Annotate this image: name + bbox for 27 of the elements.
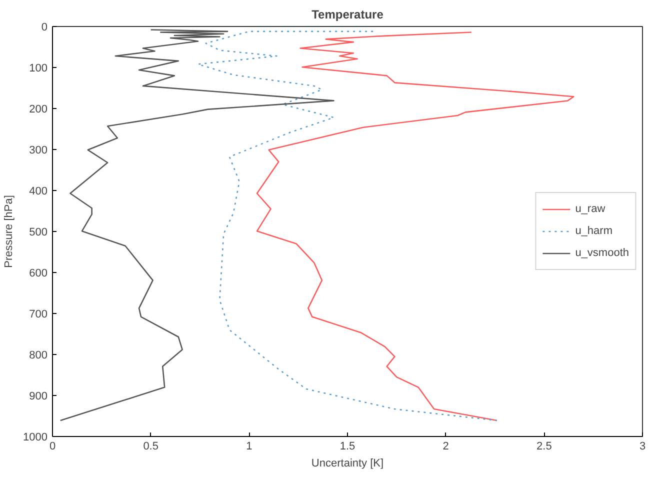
y-tick-label: 100 [29, 62, 48, 74]
legend-label: u_raw [575, 203, 606, 215]
line-series [197, 30, 498, 422]
y-tick-label: 1000 [23, 432, 48, 444]
x-tick-label: 2 [442, 440, 449, 452]
x-tick-label: 0.5 [143, 440, 158, 452]
y-tick-label: 200 [29, 104, 48, 116]
x-tick-label: 2.5 [536, 440, 552, 452]
x-tick-label: 0 [49, 440, 56, 452]
legend-label: u_harm [575, 225, 612, 237]
x-tick-label: 1.5 [340, 440, 356, 452]
y-tick-label: 300 [29, 144, 48, 156]
y-tick-label: 600 [29, 268, 48, 280]
x-axis-title: Uncertainty [K] [311, 458, 384, 470]
line-series [256, 32, 574, 422]
chart-title: Temperature [312, 8, 384, 22]
y-tick-label: 500 [29, 226, 48, 238]
y-axis-title: Pressure [hPa] [3, 195, 16, 268]
y-tick-label: 900 [29, 390, 48, 402]
legend-label: u_vsmooth [575, 247, 629, 259]
y-tick-label: 0 [41, 22, 48, 34]
x-tick-label: 1 [246, 440, 252, 452]
x-tick-label: 3 [639, 440, 646, 452]
y-tick-label: 700 [29, 308, 48, 320]
y-tick-label: 400 [29, 186, 48, 198]
y-tick-label: 800 [29, 350, 48, 362]
line-series [60, 29, 334, 422]
